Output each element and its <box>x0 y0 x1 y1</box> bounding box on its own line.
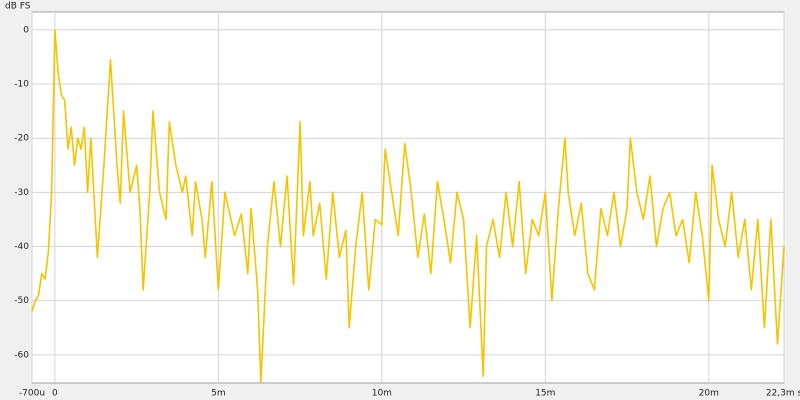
x-tick-label: 10m <box>372 389 392 399</box>
x-tick-label: 0 <box>52 389 58 399</box>
x-tick-label: -700u <box>19 389 45 399</box>
y-axis-label: dB FS <box>5 2 31 12</box>
x-tick-label: 15m <box>535 389 555 399</box>
y-tick-label: -20 <box>14 134 29 144</box>
x-tick-label: 5m <box>211 389 226 399</box>
data-line <box>31 29 785 383</box>
y-tick-label: -40 <box>14 242 29 252</box>
y-tick-label: 0 <box>23 25 29 35</box>
y-tick-label: -60 <box>14 350 29 360</box>
x-tick-label: 20m <box>699 389 719 399</box>
x-tick-label: 22,3m s <box>766 389 800 399</box>
y-tick-label: -10 <box>14 80 29 90</box>
y-tick-label: -30 <box>14 188 29 198</box>
plot-area <box>31 11 785 384</box>
y-tick-label: -50 <box>14 296 29 306</box>
